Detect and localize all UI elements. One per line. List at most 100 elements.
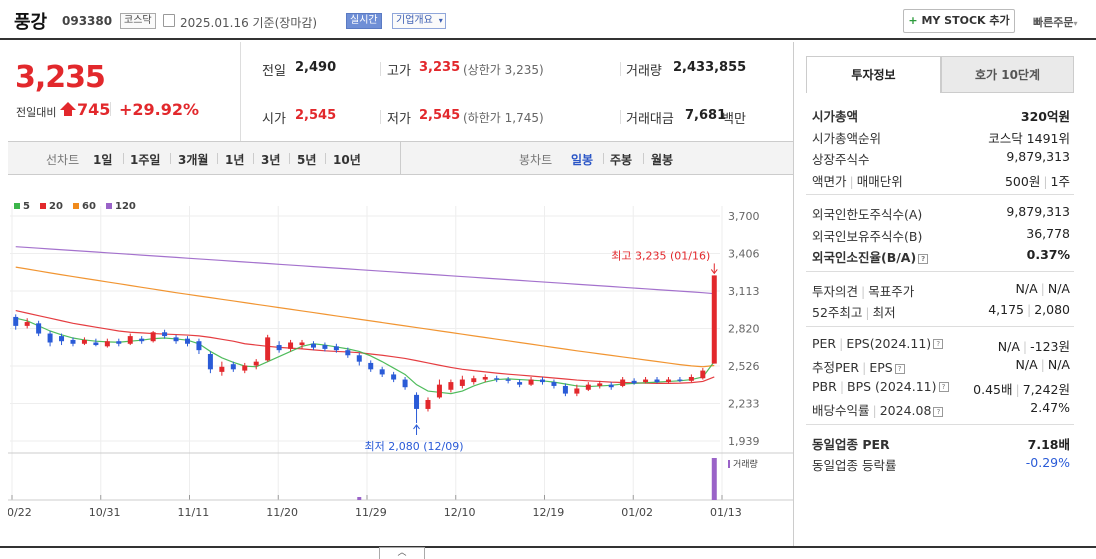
collapse-chevron-icon[interactable]: ︿ [379,547,425,559]
x-tick-label: 12/19 [533,506,565,519]
separator: | [862,360,867,375]
candle [322,345,328,349]
calendar-icon [163,14,175,27]
amount-value: 7,681 [685,108,727,123]
divider [806,325,1074,327]
info-row: 외국인보유주식수(B) 36,778 [812,224,1070,244]
info-row: 동일업종 등락률 -0.29% [812,453,1070,473]
info-value: 9,879,313 [1006,204,1070,219]
divider [123,153,124,164]
legend-label: 5 [23,201,30,212]
candle [36,323,42,334]
period-5y[interactable]: 5년 [297,153,317,167]
chart-svg: 3,700 3,406 3,113 2,820 2,526 2,233 1,939 10/22… [0,201,793,519]
candle-weekly[interactable]: 주봉 [610,153,633,167]
divider [217,153,218,164]
divider [603,153,604,164]
volume-value: 2,433,855 [673,60,747,75]
candle [505,379,511,381]
volume-bar [357,497,362,500]
price-chart[interactable]: 3,700 3,406 3,113 2,820 2,526 2,233 1,939 10/22… [0,175,793,555]
help-icon[interactable]: ? [933,339,944,349]
info-value: 2.47% [1030,400,1070,415]
stock-code: 093380 [62,14,113,28]
period-3y[interactable]: 3년 [261,153,281,167]
candle [230,364,236,370]
info-key: 투자의견 | 목표주가 [812,283,915,299]
y-tick-label: 3,113 [728,285,760,298]
separator: | [839,378,845,394]
period-3m[interactable]: 3개월 [178,153,209,167]
divider [793,42,794,547]
candle [299,342,305,346]
x-tick-label: 10/31 [89,506,121,519]
candle-chart-caption: 봉차트 [519,153,553,167]
candle-daily[interactable]: 일봉 [571,153,594,167]
divider [620,110,621,124]
company-info-button[interactable]: 기업개요 ▾ [392,13,446,29]
info-value: N/A | -123원 [997,338,1070,354]
info-value-2: N/A [1047,357,1070,372]
help-icon[interactable]: ? [918,253,929,264]
high-value: 3,235 [419,60,461,75]
candle [517,382,523,385]
help-icon[interactable]: ? [938,382,949,392]
candle [265,337,271,361]
info-value-2: -123원 [1030,338,1070,354]
my-stock-add-button[interactable]: + MY STOCK 추가 [903,9,1015,33]
help-icon[interactable]: ? [894,363,905,374]
candle [654,379,660,383]
candle [276,345,282,351]
candle [414,394,420,409]
upper-limit: (상한가 3,235) [463,63,544,77]
info-value-2: N/A [1047,280,1070,296]
separator: | [849,173,854,189]
period-1d[interactable]: 1일 [93,153,113,167]
volume-label: 거래량 [626,64,662,79]
info-value: -0.29% [1025,455,1070,470]
candle [574,388,580,394]
info-value: 500원 | 1주 [1004,173,1070,189]
change-percent: +29.92% [119,100,200,119]
info-key: 시가총액 [812,109,859,124]
candle-monthly[interactable]: 월봉 [651,153,674,167]
quick-order-label: 빠른주문 [1033,16,1074,29]
period-10y[interactable]: 10년 [333,153,361,167]
info-row: 액면가 | 매매단위 500원 | 1주 [812,169,1070,189]
realtime-button[interactable]: 실시간 [346,13,382,29]
divider [380,110,381,124]
info-row: 외국인한도주식수(A) 9,879,313 [812,202,1070,222]
info-value: 36,778 [1026,225,1070,241]
period-1w[interactable]: 1주일 [130,153,161,167]
info-key: 52주최고 | 최저 [812,305,896,320]
high-arrow-head [710,269,718,275]
info-key: 배당수익률 | 2024.08? [812,400,944,419]
stock-header: 풍강 093380 코스닥 2025.01.16 기준(장마감) 실시간 기업개… [0,0,1096,40]
tab-hoga-10[interactable]: 호가 10단계 [941,56,1074,93]
info-row: 상장주식수 9,879,313 [812,147,1070,167]
divider [620,62,621,76]
open-value: 2,545 [295,108,337,123]
tab-invest-info[interactable]: 투자정보 [806,56,941,93]
candle [528,379,534,385]
candle [47,333,53,343]
candle [173,337,179,342]
info-value: N/A | N/A [1015,280,1070,296]
info-key: 시가총액순위 [812,130,882,146]
info-value: 9,879,313 [1006,149,1070,164]
info-row: 52주최고 | 최저 4,175 | 2,080 [812,300,1070,320]
ma-line-ma20 [15,309,715,384]
low-annotation: 최저 2,080 (12/09) [365,440,464,453]
y-tick-label: 3,700 [728,210,760,223]
info-key: 외국인소진율(B/A)? [812,247,929,266]
y-tick-label: 2,526 [728,360,760,373]
period-1y[interactable]: 1년 [225,153,245,167]
help-icon[interactable]: ? [933,406,944,417]
quick-order-button[interactable]: 빠른주문▾ [1033,14,1078,30]
info-row: 시가총액 320억원 [812,104,1070,124]
current-price: 3,235 [15,60,106,95]
info-row: 배당수익률 | 2024.08? 2.47% [812,398,1070,418]
divider [380,62,381,76]
separator: | [1015,381,1020,397]
candle [677,379,683,381]
